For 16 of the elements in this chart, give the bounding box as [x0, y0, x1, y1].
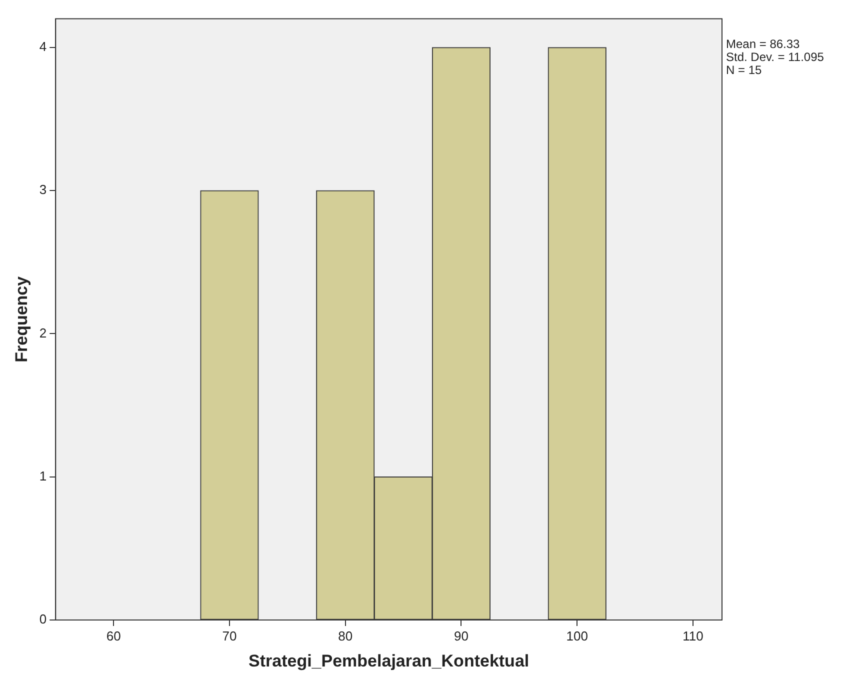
x-tick-label: 70 — [222, 628, 237, 644]
y-tick-label: 0 — [39, 612, 47, 627]
x-tick-label: 110 — [682, 628, 704, 644]
y-tick-label: 3 — [39, 182, 47, 198]
text: Mean = 86.33 — [726, 37, 801, 51]
text: Std. Dev. = 11.095 — [726, 50, 824, 64]
x-tick-label: 80 — [338, 628, 353, 644]
y-tick-label: 4 — [39, 39, 47, 54]
x-tick-label: 90 — [454, 628, 468, 644]
y-tick-label: 1 — [39, 468, 47, 484]
y-tick-label: 2 — [39, 325, 47, 340]
y-axis-title: Frequency — [12, 276, 31, 362]
x-tick-label: 100 — [566, 628, 588, 644]
x-axis-title: Strategi_Pembelajaran_Kontektual — [248, 651, 530, 670]
text: N = 15 — [726, 63, 763, 77]
x-tick-label: 60 — [106, 628, 121, 644]
